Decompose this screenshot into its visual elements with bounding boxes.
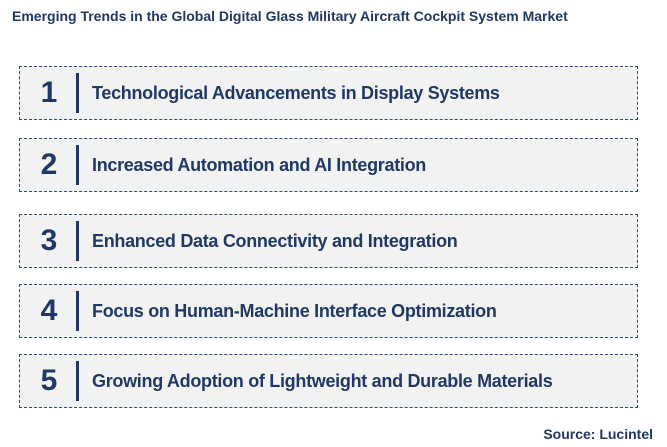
- divider: [76, 221, 79, 261]
- trend-item: 1 Technological Advancements in Display S…: [19, 66, 638, 120]
- item-label: Focus on Human-Machine Interface Optimiz…: [92, 300, 497, 321]
- divider: [76, 73, 79, 113]
- item-number: 3: [40, 224, 58, 257]
- divider: [76, 145, 79, 185]
- divider: [76, 291, 79, 331]
- item-label: Increased Automation and AI Integration: [92, 154, 427, 175]
- item-number: 5: [40, 364, 58, 397]
- item-label: Growing Adoption of Lightweight and Dura…: [92, 370, 553, 391]
- trend-item: 5 Growing Adoption of Lightweight and Dur…: [19, 354, 638, 408]
- item-label: Enhanced Data Connectivity and Integrati…: [92, 230, 458, 251]
- item-label: Technological Advancements in Display Sy…: [92, 82, 500, 103]
- trend-item: 3 Enhanced Data Connectivity and Integrat…: [19, 214, 638, 268]
- source: Source: Lucintel: [543, 426, 653, 442]
- item-number: 1: [40, 76, 58, 109]
- trend-item: 4 Focus on Human-Machine Interface Optimi…: [19, 284, 638, 338]
- trend-item: 2 Increased Automation and AI Integration: [19, 138, 638, 192]
- divider: [76, 361, 79, 401]
- item-number: 4: [40, 294, 58, 327]
- item-number: 2: [40, 148, 58, 181]
- title: Emerging Trends in the Global Digital Gl…: [12, 8, 568, 24]
